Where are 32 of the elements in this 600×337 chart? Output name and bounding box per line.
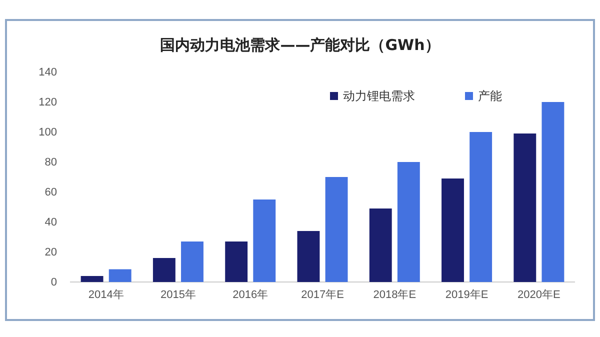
y-tick-label: 80 xyxy=(44,156,57,169)
y-tick-label: 60 xyxy=(44,186,57,199)
bar xyxy=(152,258,176,282)
bar xyxy=(542,102,564,282)
bar xyxy=(80,276,104,282)
x-tick-label: 2015年 xyxy=(160,289,196,302)
x-tick-label: 2014年 xyxy=(88,289,124,302)
bar xyxy=(514,134,536,282)
bar xyxy=(181,242,204,282)
x-tick-label: 2019年E xyxy=(445,289,488,302)
y-tick-label: 100 xyxy=(38,126,57,139)
y-tick-label: 0 xyxy=(50,276,57,289)
bar xyxy=(470,132,492,282)
bar xyxy=(225,242,248,282)
x-tick-label: 2020年E xyxy=(518,289,560,302)
bar xyxy=(325,177,348,282)
x-tick-label: 2018年E xyxy=(373,289,416,302)
y-tick-label: 40 xyxy=(44,216,57,229)
bar xyxy=(369,208,392,282)
chart-title: 国内动力电池需求——产能对比（GWh） xyxy=(160,36,440,54)
bar xyxy=(397,162,420,282)
legend-label: 产能 xyxy=(478,89,502,103)
x-tick-label: 2017年E xyxy=(301,289,344,302)
bar xyxy=(442,178,464,282)
legend-label: 动力锂电需求 xyxy=(343,89,415,103)
y-tick-label: 140 xyxy=(38,66,57,79)
y-tick-label: 20 xyxy=(44,246,57,259)
bar xyxy=(253,200,276,282)
bar xyxy=(297,231,320,282)
x-tick-label: 2016年 xyxy=(232,289,268,302)
y-tick-label: 120 xyxy=(38,96,57,109)
bar xyxy=(108,269,132,282)
